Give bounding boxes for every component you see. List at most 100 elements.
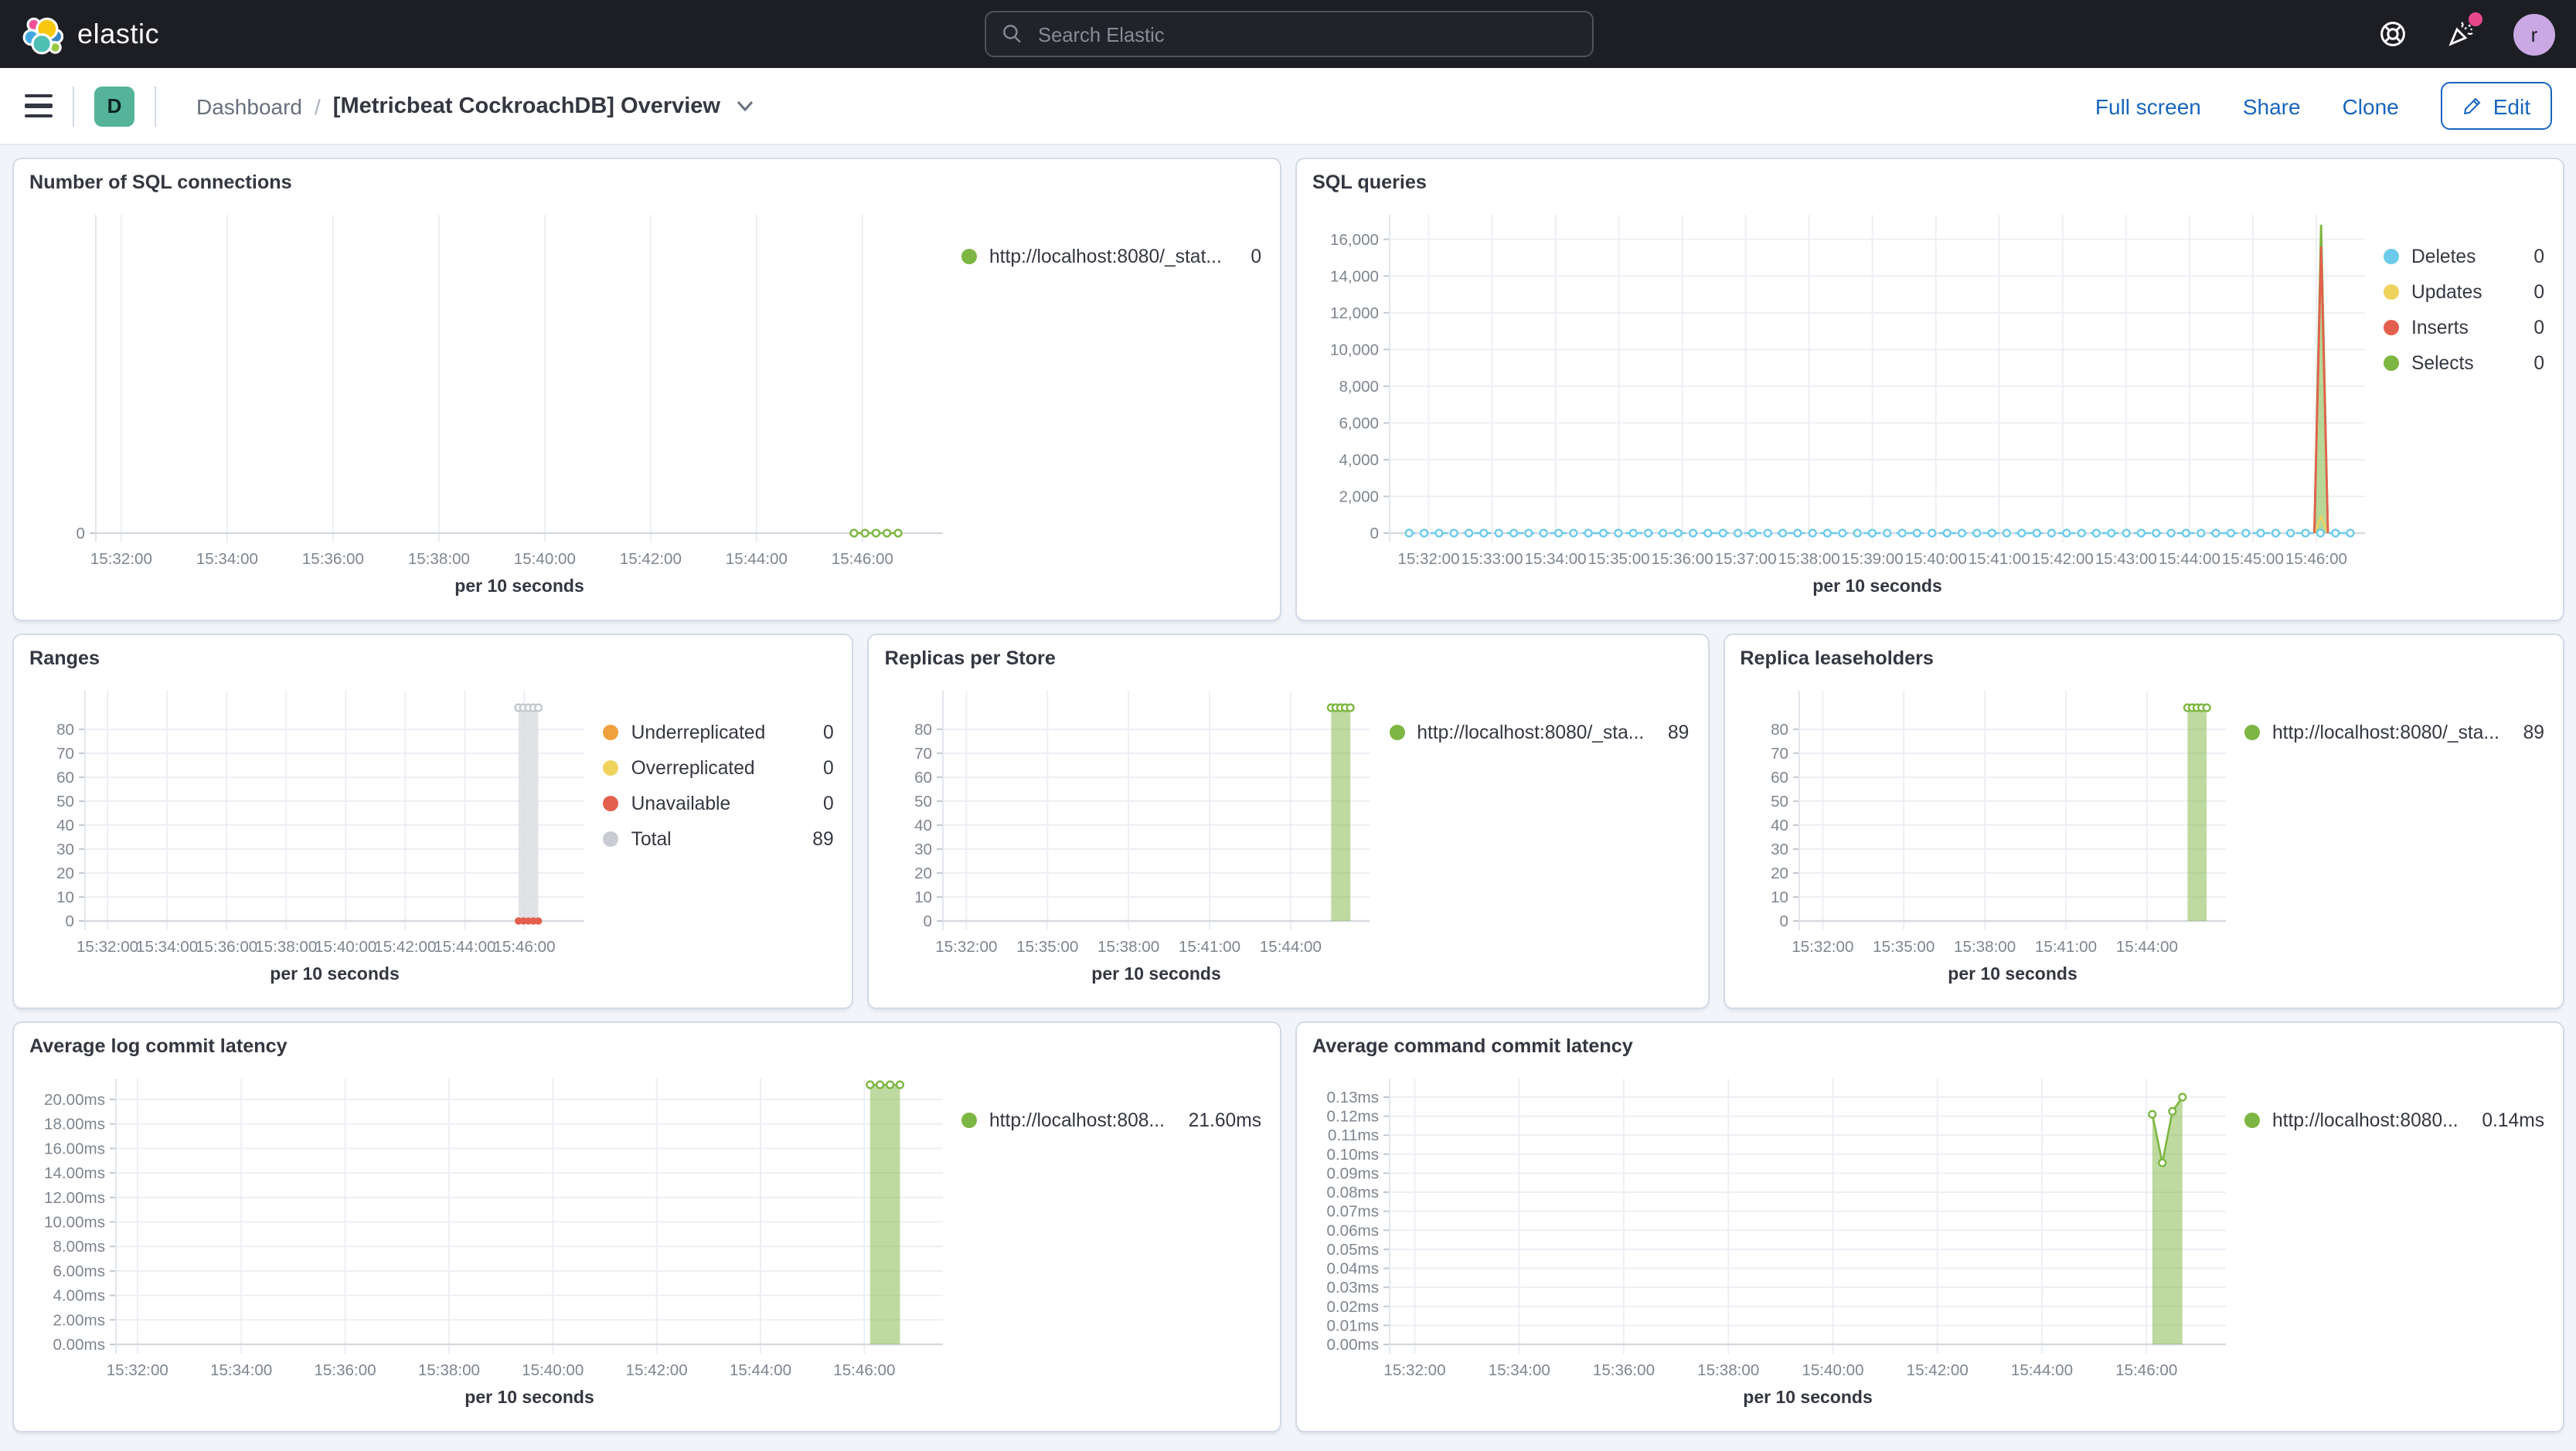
space-badge[interactable]: D	[94, 86, 134, 126]
svg-text:15:42:00: 15:42:00	[2032, 550, 2094, 568]
svg-text:12.00ms: 12.00ms	[44, 1189, 105, 1207]
svg-text:15:40:00: 15:40:00	[522, 1361, 584, 1379]
svg-text:15:42:00: 15:42:00	[626, 1361, 688, 1379]
svg-text:15:33:00: 15:33:00	[1461, 550, 1523, 568]
svg-text:15:32:00: 15:32:00	[1397, 550, 1459, 568]
svg-text:80: 80	[56, 721, 74, 739]
series-color-dot	[961, 1113, 977, 1128]
elastic-logo-icon	[22, 13, 63, 55]
user-avatar[interactable]: r	[2513, 13, 2555, 55]
svg-text:40: 40	[1770, 817, 1788, 834]
clone-button[interactable]: Clone	[2342, 93, 2399, 118]
svg-text:15:38:00: 15:38:00	[255, 938, 317, 956]
legend-item[interactable]: http://localhost:8080/_sta... 89	[2244, 722, 2544, 743]
legend-item[interactable]: http://localhost:8080/_sta... 89	[1389, 722, 1689, 743]
legend-item[interactable]: Underreplicated 0	[603, 722, 834, 743]
legend-item[interactable]: Selects 0	[2384, 352, 2544, 374]
search-input[interactable]	[1035, 21, 1576, 47]
svg-text:60: 60	[56, 769, 74, 787]
command-commit-latency-chart[interactable]: 0.00ms 0.01ms 0.02ms 0.03ms 0.04ms 0.05ms 0.06…	[1309, 1060, 2241, 1415]
svg-text:15:35:00: 15:35:00	[1017, 938, 1079, 956]
svg-text:0.04ms: 0.04ms	[1326, 1260, 1379, 1278]
svg-text:10.00ms: 10.00ms	[44, 1214, 105, 1232]
sql-queries-chart[interactable]: 0 2,000 4,000 6,000 8,000 10,000 12,000 14,000 1…	[1309, 196, 2380, 604]
legend-item[interactable]: Updates 0	[2384, 281, 2544, 303]
pencil-icon	[2462, 96, 2482, 116]
legend-item[interactable]: Overreplicated 0	[603, 757, 834, 779]
svg-text:15:46:00: 15:46:00	[2115, 1361, 2177, 1379]
svg-text:15:38:00: 15:38:00	[1697, 1361, 1759, 1379]
menu-hamburger-icon[interactable]	[25, 93, 53, 118]
svg-text:30: 30	[1770, 841, 1788, 858]
log-commit-latency-chart[interactable]: 0.00ms 2.00ms 4.00ms 6.00ms 8.00ms 10.00ms 12.…	[26, 1060, 958, 1415]
svg-text:per 10 seconds: per 10 seconds	[1092, 963, 1221, 984]
legend-item[interactable]: http://localhost:8080... 0.14ms	[2244, 1109, 2544, 1131]
panel-title[interactable]: Average log commit latency	[29, 1035, 288, 1057]
sql-connections-chart[interactable]: 0 15:32:00 15:34:00 15:36:00 15:38:00 15:40:0…	[26, 196, 958, 604]
svg-text:40: 40	[915, 817, 933, 834]
panel-average-command-commit-latency: Average command commit latency 0.00ms 0.0…	[1295, 1021, 2564, 1432]
svg-text:15:46:00: 15:46:00	[833, 1361, 895, 1379]
svg-text:60: 60	[915, 769, 933, 787]
svg-text:8.00ms: 8.00ms	[53, 1238, 105, 1256]
series-color-dot	[603, 796, 619, 811]
svg-text:15:35:00: 15:35:00	[1587, 550, 1649, 568]
elastic-brand[interactable]: elastic	[22, 13, 671, 55]
help-icon[interactable]	[2377, 19, 2408, 49]
share-button[interactable]: Share	[2242, 93, 2301, 118]
legend-value: 0	[2533, 246, 2544, 267]
svg-text:18.00ms: 18.00ms	[44, 1116, 105, 1133]
legend-item[interactable]: http://localhost:8080/_stat... 0	[961, 246, 1261, 267]
panel-title[interactable]: SQL queries	[1312, 172, 1427, 193]
svg-text:15:32:00: 15:32:00	[90, 550, 152, 568]
svg-text:60: 60	[1770, 769, 1788, 787]
edit-button-label: Edit	[2493, 93, 2530, 118]
full-screen-button[interactable]: Full screen	[2094, 93, 2201, 118]
legend-label: Overreplicated	[631, 757, 755, 779]
replica-leaseholders-chart[interactable]: 0 10 20 30 40 50 60 70 80 15:32:00 15:35:00 15:38:0…	[1737, 672, 2241, 992]
notification-dot	[2469, 12, 2482, 26]
chevron-down-icon[interactable]	[736, 99, 754, 113]
legend-label: Unavailable	[631, 793, 731, 814]
svg-text:15:36:00: 15:36:00	[1593, 1361, 1655, 1379]
panel-title[interactable]: Replicas per Store	[884, 647, 1056, 669]
chart-legend: Deletes 0 Updates 0 Inserts 0 Selects 0	[2380, 196, 2550, 604]
svg-text:4,000: 4,000	[1339, 451, 1379, 469]
news-party-popper-icon[interactable]	[2445, 12, 2482, 49]
svg-text:8,000: 8,000	[1339, 378, 1379, 396]
ranges-chart[interactable]: 0 10 20 30 40 50 60 70 80 15:32:00 15:34:00 15:36:0…	[26, 672, 601, 992]
panel-title[interactable]: Replica leaseholders	[1740, 647, 1934, 669]
svg-text:15:34:00: 15:34:00	[210, 1361, 272, 1379]
svg-text:16,000: 16,000	[1330, 231, 1379, 249]
global-search[interactable]	[984, 11, 1593, 57]
svg-text:per 10 seconds: per 10 seconds	[454, 576, 584, 596]
svg-text:15:39:00: 15:39:00	[1842, 550, 1904, 568]
svg-text:2,000: 2,000	[1339, 488, 1379, 505]
svg-text:per 10 seconds: per 10 seconds	[1948, 963, 2077, 984]
panel-title[interactable]: Average command commit latency	[1312, 1035, 1633, 1057]
svg-text:10: 10	[56, 889, 74, 906]
svg-text:70: 70	[1770, 745, 1788, 763]
breadcrumb-separator: /	[315, 93, 321, 118]
legend-item[interactable]: Deletes 0	[2384, 246, 2544, 267]
breadcrumb-dashboard-link[interactable]: Dashboard	[196, 93, 302, 118]
legend-value: 0.14ms	[2482, 1109, 2544, 1131]
svg-text:15:36:00: 15:36:00	[1652, 550, 1713, 568]
svg-text:0.12ms: 0.12ms	[1326, 1108, 1379, 1126]
legend-item[interactable]: Unavailable 0	[603, 793, 834, 814]
divider	[73, 86, 74, 126]
svg-text:30: 30	[56, 841, 74, 858]
panel-title[interactable]: Number of SQL connections	[29, 172, 292, 193]
panel-title[interactable]: Ranges	[29, 647, 100, 669]
replicas-per-store-chart[interactable]: 0 10 20 30 40 50 60 70 80 15:32:00 15:35:00 15:38:0…	[882, 672, 1387, 992]
legend-item[interactable]: http://localhost:808... 21.60ms	[961, 1109, 1261, 1131]
legend-item[interactable]: Inserts 0	[2384, 317, 2544, 338]
svg-text:15:44:00: 15:44:00	[434, 938, 495, 956]
svg-text:0.13ms: 0.13ms	[1326, 1089, 1379, 1106]
legend-item[interactable]: Total 89	[603, 828, 834, 850]
edit-button[interactable]: Edit	[2440, 82, 2552, 130]
svg-text:2.00ms: 2.00ms	[53, 1311, 105, 1329]
svg-text:16.00ms: 16.00ms	[44, 1140, 105, 1157]
chart-legend: http://localhost:8080/_sta... 89	[2241, 672, 2550, 992]
panel-number-of-sql-connections: Number of SQL connections 0 15:32:00 15:34…	[12, 158, 1281, 621]
